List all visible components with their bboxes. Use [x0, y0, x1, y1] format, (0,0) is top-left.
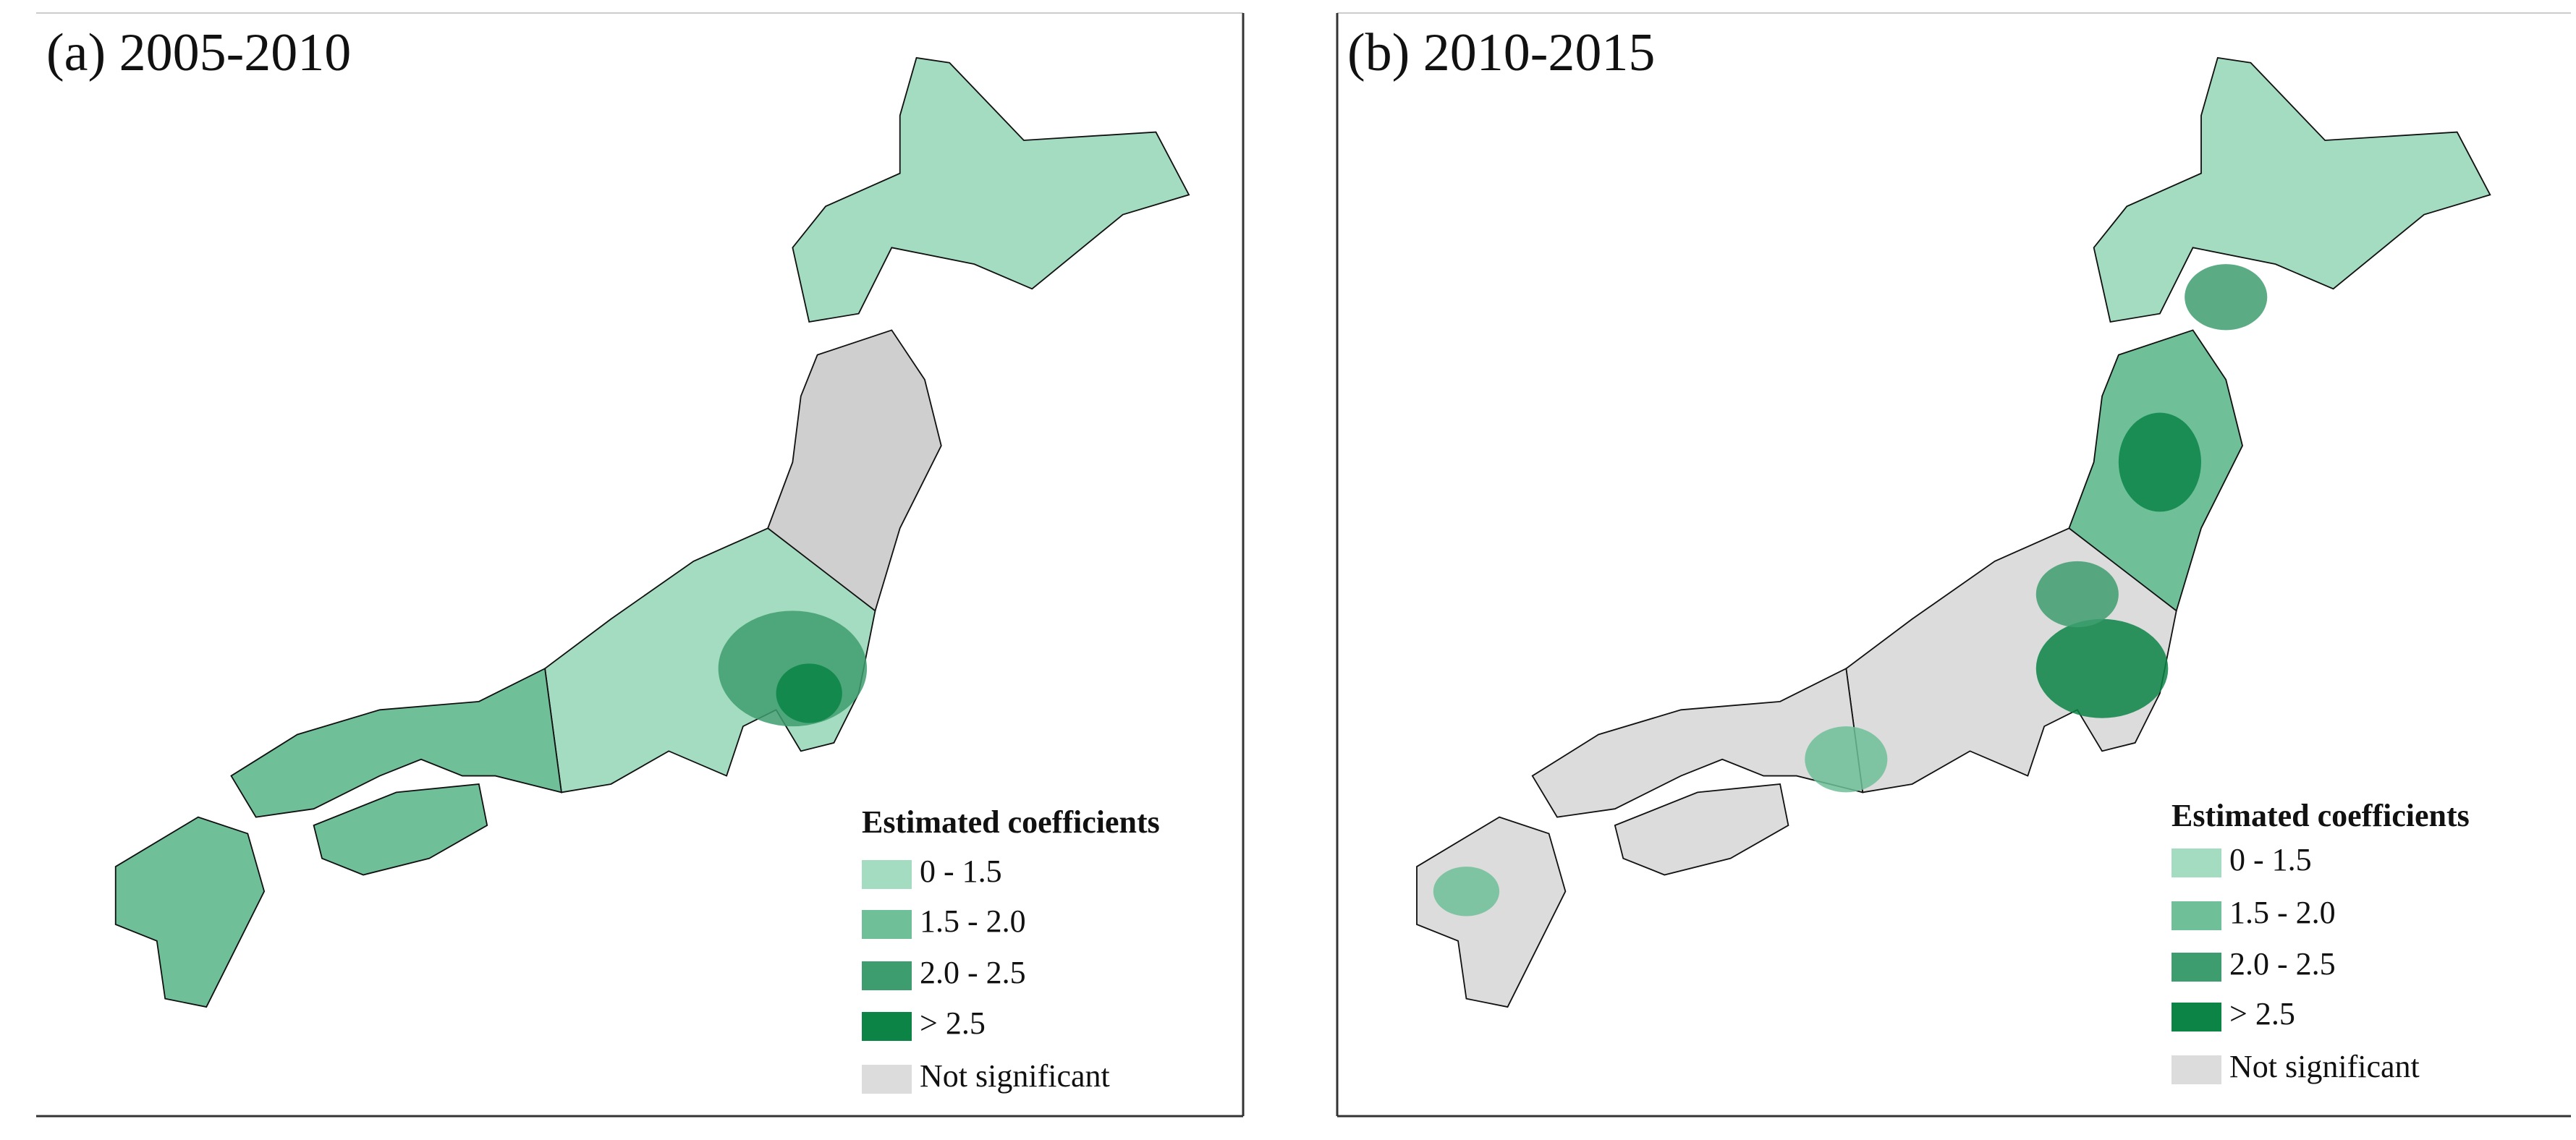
region-highlight — [2035, 561, 2119, 628]
region-highlight — [2185, 264, 2268, 331]
region — [1531, 667, 1864, 818]
region — [2093, 56, 2491, 323]
legend-label: 2.0 - 2.5 — [920, 955, 1026, 990]
legend-title: Estimated coefficients — [862, 804, 1160, 840]
region — [792, 56, 1190, 323]
legend-swatch — [862, 1012, 912, 1041]
legend-swatch — [2172, 1055, 2221, 1084]
region-highlight — [1805, 726, 1888, 793]
region — [1416, 816, 1567, 1008]
legend-swatch — [862, 961, 912, 990]
legend-label: 2.0 - 2.5 — [2229, 946, 2336, 982]
legend-label: Not significant — [920, 1058, 1110, 1094]
legend-label: Not significant — [2229, 1049, 2420, 1084]
legend-swatch — [862, 1065, 912, 1094]
region — [230, 667, 562, 818]
legend-title: Estimated coefficients — [2172, 798, 2470, 833]
legend-label: 0 - 1.5 — [920, 854, 1002, 889]
legend-label: 0 - 1.5 — [2229, 842, 2312, 877]
region — [114, 816, 266, 1008]
region-highlight — [2035, 618, 2169, 718]
legend-swatch — [862, 860, 912, 889]
region-highlight — [776, 663, 842, 723]
region — [313, 783, 488, 876]
legend-label: 1.5 - 2.0 — [920, 903, 1026, 939]
map — [1416, 56, 2491, 1008]
legend-swatch — [862, 910, 912, 939]
region-highlight — [2118, 412, 2201, 512]
panel-title: (b) 2010-2015 — [1347, 23, 1655, 82]
legend-swatch — [2172, 953, 2221, 982]
legend-label: > 2.5 — [920, 1005, 986, 1041]
legend-swatch — [2172, 901, 2221, 930]
region — [1614, 783, 1789, 876]
legend-label: > 2.5 — [2229, 996, 2295, 1031]
panel-a-frame — [36, 12, 1245, 1118]
region-highlight — [1433, 867, 1500, 916]
legend-label: 1.5 - 2.0 — [2229, 895, 2336, 930]
panel-b-frame — [1336, 12, 2571, 1118]
legend-swatch — [2172, 1003, 2221, 1031]
map — [114, 56, 1190, 1008]
legend-swatch — [2172, 848, 2221, 877]
panel-title: (a) 2005-2010 — [46, 23, 351, 82]
